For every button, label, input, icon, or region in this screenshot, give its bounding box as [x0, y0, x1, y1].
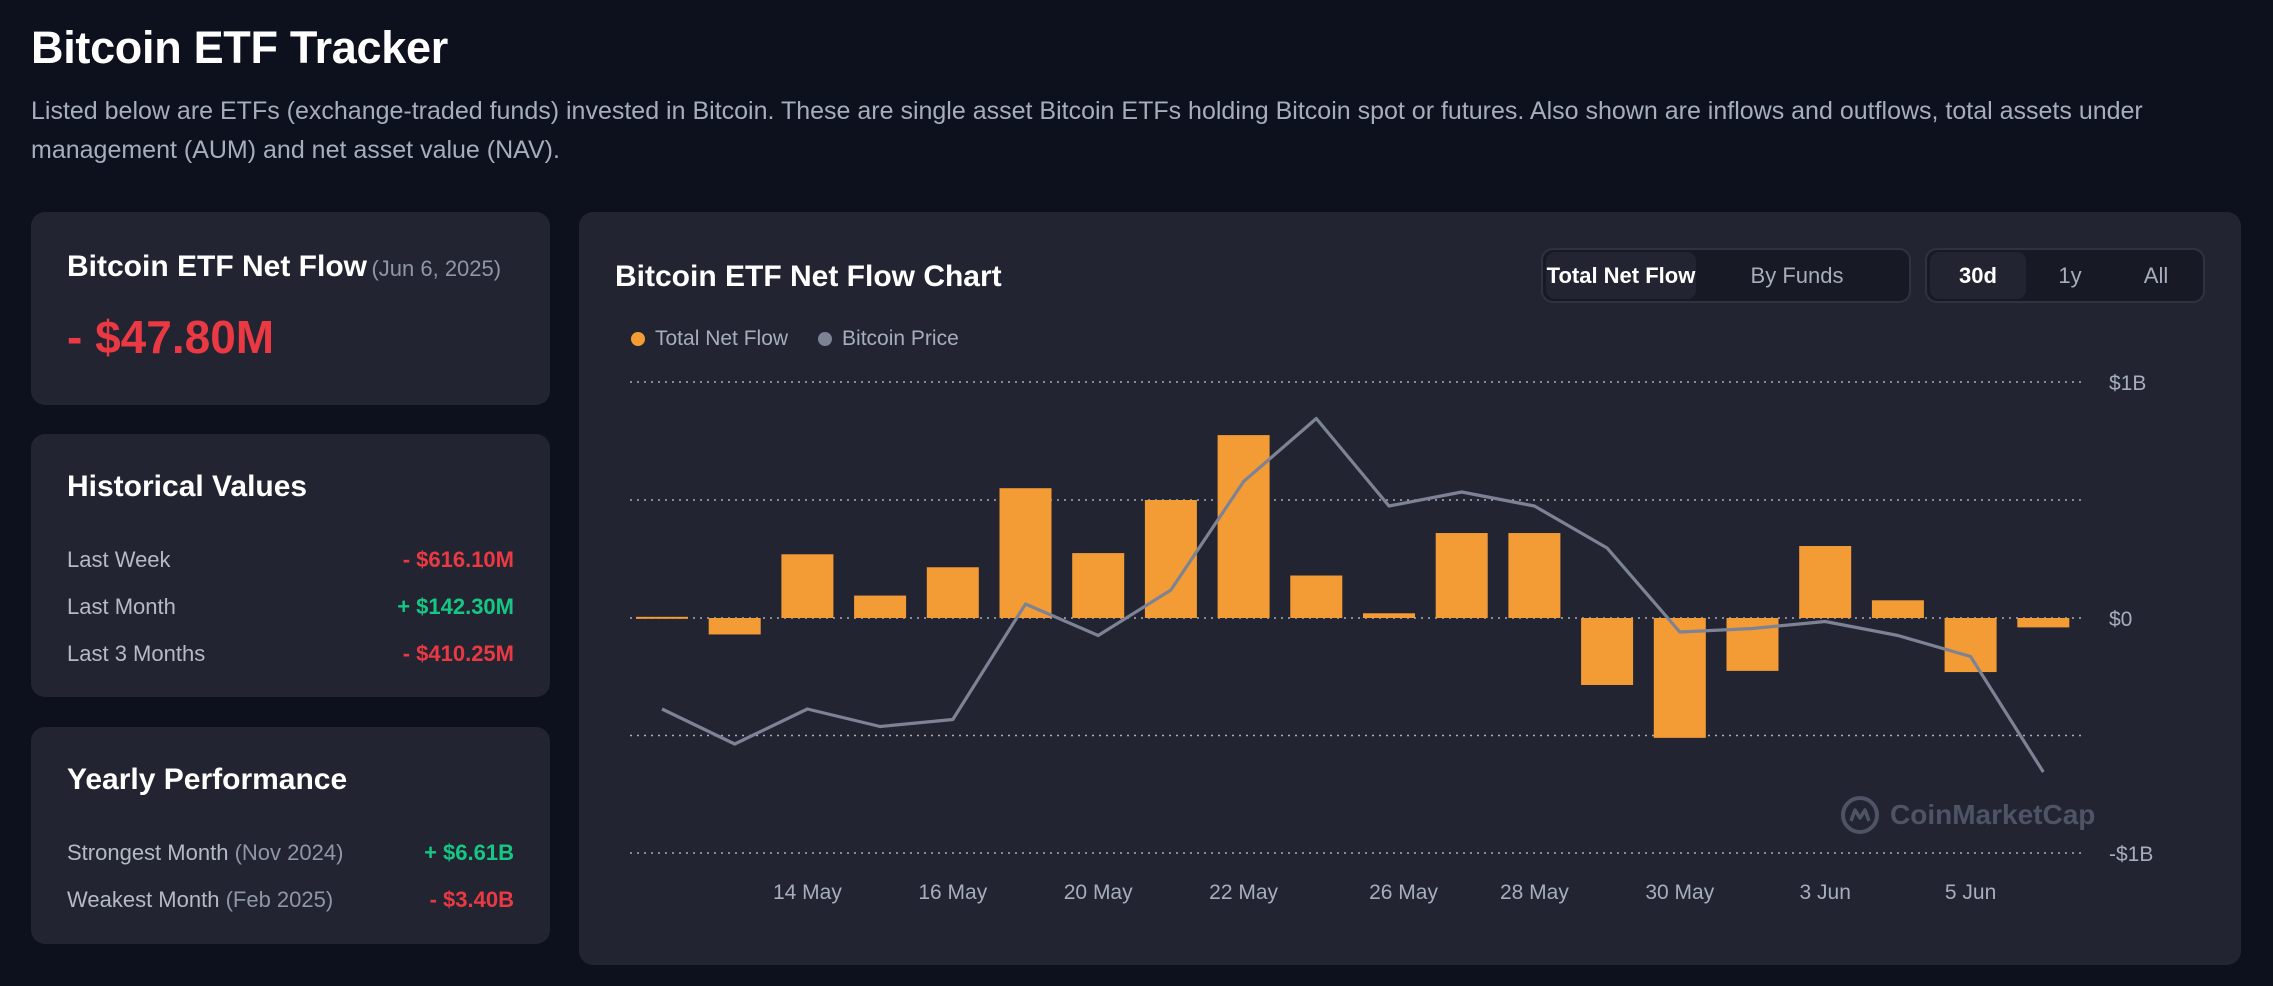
y-tick-label: -$1B: [2109, 843, 2153, 866]
historical-list: Last Week - $616.10M Last Month + $142.3…: [67, 536, 514, 677]
yearly-label-text: Weakest Month: [67, 886, 220, 912]
net-flow-date: (Jun 6, 2025): [371, 256, 502, 281]
tab-range-all[interactable]: All: [2143, 262, 2169, 288]
tab-range-30d[interactable]: 30d: [1930, 252, 2026, 299]
net-flow-card: Bitcoin ETF Net Flow (Jun 6, 2025) - $47…: [31, 212, 550, 405]
page-description: Listed below are ETFs (exchange-traded f…: [31, 97, 2143, 164]
view-toggle: Total Net Flow By Funds: [1541, 248, 1911, 303]
yearly-value: + $6.61B: [424, 839, 514, 865]
net-flow-value: - $47.80M: [67, 311, 275, 363]
yearly-row-weakest: Weakest Month (Feb 2025) - $3.40B: [67, 876, 514, 923]
net-flow-bar[interactable]: [1290, 575, 1343, 618]
x-tick-label: 20 May: [1064, 881, 1133, 904]
net-flow-bar[interactable]: [1581, 618, 1634, 685]
yearly-list: Strongest Month (Nov 2024) + $6.61B Weak…: [67, 829, 514, 923]
net-flow-bar[interactable]: [1944, 618, 1997, 673]
net-flow-chart-card: Bitcoin ETF Net Flow Chart Total Net Flo…: [579, 212, 2241, 965]
coinmarketcap-logo-icon: [1841, 796, 1879, 834]
historical-label: Last 3 Months: [67, 640, 206, 666]
net-flow-bar[interactable]: [2017, 618, 2070, 628]
page-title: Bitcoin ETF Tracker: [31, 22, 448, 73]
tab-by-funds[interactable]: By Funds: [1750, 262, 1844, 288]
tab-total-net-flow[interactable]: Total Net Flow: [1546, 252, 1696, 299]
x-tick-label: 14 May: [773, 881, 842, 904]
legend-dot: [631, 332, 645, 346]
yearly-period: (Feb 2025): [225, 886, 334, 912]
net-flow-bar[interactable]: [1144, 500, 1197, 618]
x-tick-label: 3 Jun: [1800, 881, 1851, 904]
historical-values-card: Historical Values Last Week - $616.10M L…: [31, 434, 550, 697]
net-flow-bar[interactable]: [1799, 546, 1852, 618]
price-line: [661, 416, 2045, 773]
x-tick-label: 30 May: [1645, 881, 1714, 904]
historical-row-last-3-months: Last 3 Months - $410.25M: [67, 630, 514, 677]
net-flow-bar[interactable]: [854, 595, 907, 618]
yearly-title: Yearly Performance: [67, 763, 348, 796]
legend-dot: [818, 332, 833, 346]
x-tick-label: 28 May: [1500, 881, 1569, 904]
watermark: CoinMarketCap: [1840, 795, 2095, 835]
x-tick-label: 5 Jun: [1945, 881, 1996, 904]
bars: [636, 435, 2070, 738]
historical-row-last-month: Last Month + $142.30M: [67, 583, 514, 630]
legend-item-bitcoin-price[interactable]: Bitcoin Price: [818, 327, 959, 351]
net-flow-bar[interactable]: [1653, 618, 1706, 738]
y-tick-label: $0: [2109, 608, 2132, 631]
y-tick-label: $1B: [2109, 372, 2146, 395]
net-flow-bar[interactable]: [999, 488, 1052, 618]
net-flow-bar[interactable]: [1363, 613, 1415, 618]
net-flow-bar[interactable]: [1871, 600, 1924, 618]
net-flow-bar[interactable]: [708, 618, 761, 635]
net-flow-bar[interactable]: [1217, 435, 1270, 618]
historical-row-last-week: Last Week - $616.10M: [67, 536, 514, 583]
net-flow-bar[interactable]: [1435, 533, 1488, 618]
chart-plot: $1B $0 -$1B 14 May 16 May 20 May 22 May 26 May…: [630, 372, 2153, 904]
x-tick-label: 22 May: [1209, 881, 1278, 904]
net-flow-bar[interactable]: [1508, 533, 1561, 618]
x-tick-label: 26 May: [1369, 881, 1438, 904]
yearly-performance-card: Yearly Performance Strongest Month (Nov …: [31, 727, 550, 944]
historical-value: - $410.25M: [402, 640, 514, 666]
net-flow-bar[interactable]: [781, 554, 834, 618]
yearly-label-text: Strongest Month: [67, 839, 229, 865]
net-flow-heading: Bitcoin ETF Net Flow (Jun 6, 2025): [67, 250, 501, 284]
bitcoin-price-line[interactable]: [661, 416, 2045, 773]
chart-legend: Total Net Flow Bitcoin Price: [631, 327, 959, 351]
net-flow-title: Bitcoin ETF Net Flow: [67, 250, 367, 283]
historical-value: - $616.10M: [402, 546, 514, 572]
yearly-row-strongest: Strongest Month (Nov 2024) + $6.61B: [67, 829, 514, 876]
historical-label: Last Week: [67, 546, 171, 572]
chart-title: Bitcoin ETF Net Flow Chart: [615, 260, 1002, 293]
net-flow-bar[interactable]: [636, 616, 688, 619]
net-flow-bar[interactable]: [926, 567, 979, 618]
yearly-period: (Nov 2024): [234, 839, 344, 865]
y-axis-ticks: $1B $0 -$1B: [2109, 372, 2153, 866]
legend-label: Total Net Flow: [655, 327, 789, 350]
yearly-value: - $3.40B: [429, 886, 514, 912]
x-axis-ticks: 14 May 16 May 20 May 22 May 26 May 28 May 30 M…: [773, 881, 1996, 904]
watermark-text: CoinMarketCap: [1890, 799, 2096, 830]
x-tick-label: 16 May: [918, 881, 987, 904]
legend-item-total-net-flow[interactable]: Total Net Flow: [631, 327, 788, 351]
grid-lines: [630, 381, 2082, 854]
yearly-label: Weakest Month (Feb 2025): [67, 887, 333, 913]
range-toggle: 30d 1y All: [1925, 248, 2205, 303]
legend-label: Bitcoin Price: [842, 327, 959, 350]
yearly-label: Strongest Month (Nov 2024): [67, 840, 343, 866]
historical-label: Last Month: [67, 593, 176, 619]
historical-value: + $142.30M: [397, 593, 514, 619]
historical-title: Historical Values: [67, 470, 308, 503]
net-flow-bar[interactable]: [1072, 553, 1125, 618]
tab-range-1y[interactable]: 1y: [2058, 262, 2082, 288]
